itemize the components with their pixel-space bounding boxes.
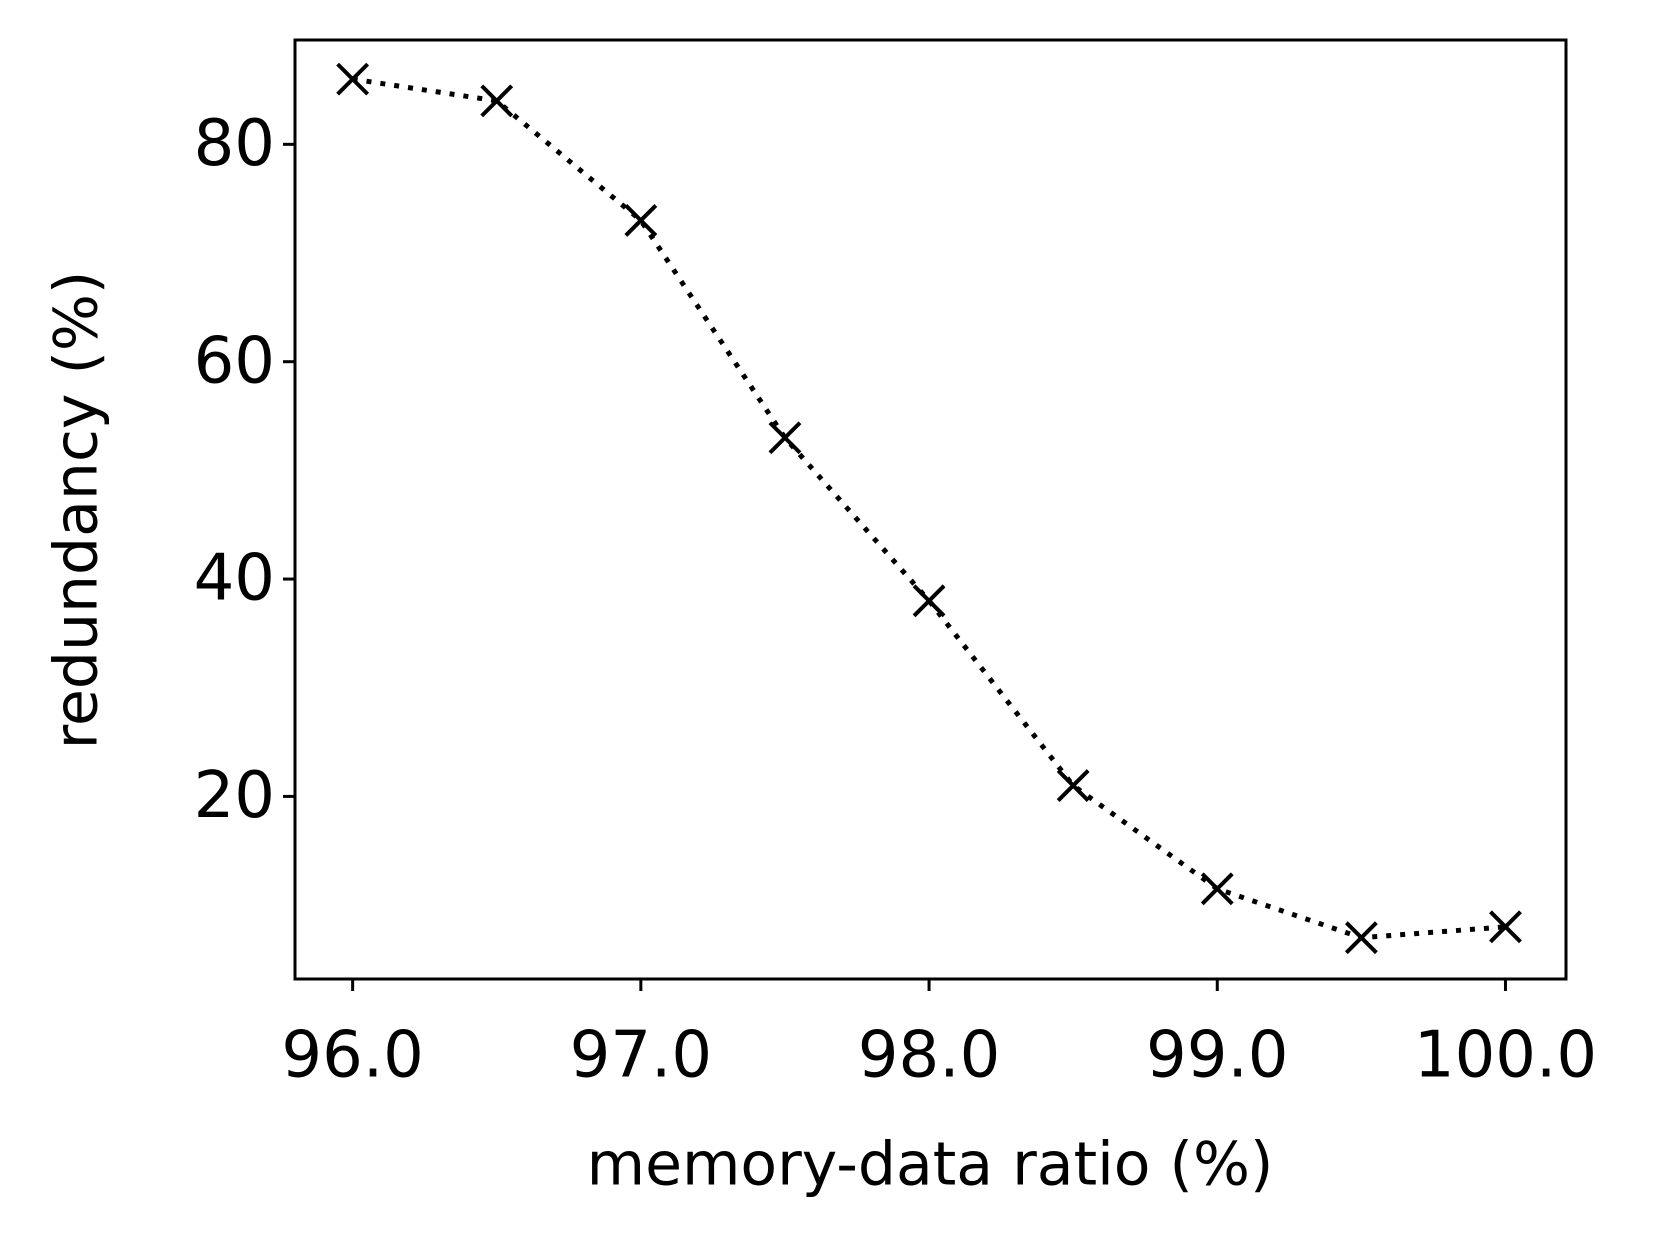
y-tick-label: 80 [194, 107, 275, 181]
x-marker [1489, 910, 1522, 944]
x-marker [480, 84, 514, 118]
x-marker [1200, 872, 1234, 906]
data-line [352, 76, 1506, 941]
x-tick-label: 98.0 [858, 1019, 1001, 1093]
plot-frame [293, 38, 1568, 981]
x-marker [768, 421, 802, 455]
x-tick-label: 97.0 [570, 1019, 713, 1093]
x-axis-label: memory-data ratio (%) [587, 1130, 1274, 1200]
x-marker [624, 203, 658, 237]
y-tick-label: 20 [194, 759, 275, 833]
x-tick-label: 99.0 [1146, 1019, 1289, 1093]
x-tick-label: 100.0 [1414, 1019, 1597, 1093]
x-tick-label: 96.0 [281, 1019, 424, 1093]
x-marker [1056, 769, 1090, 802]
y-tick-label: 40 [194, 542, 275, 616]
y-tick-label: 60 [194, 324, 275, 398]
x-marker [912, 584, 946, 618]
y-axis-label: redundancy (%) [42, 271, 112, 750]
x-marker [336, 62, 370, 96]
x-marker [1344, 921, 1378, 955]
